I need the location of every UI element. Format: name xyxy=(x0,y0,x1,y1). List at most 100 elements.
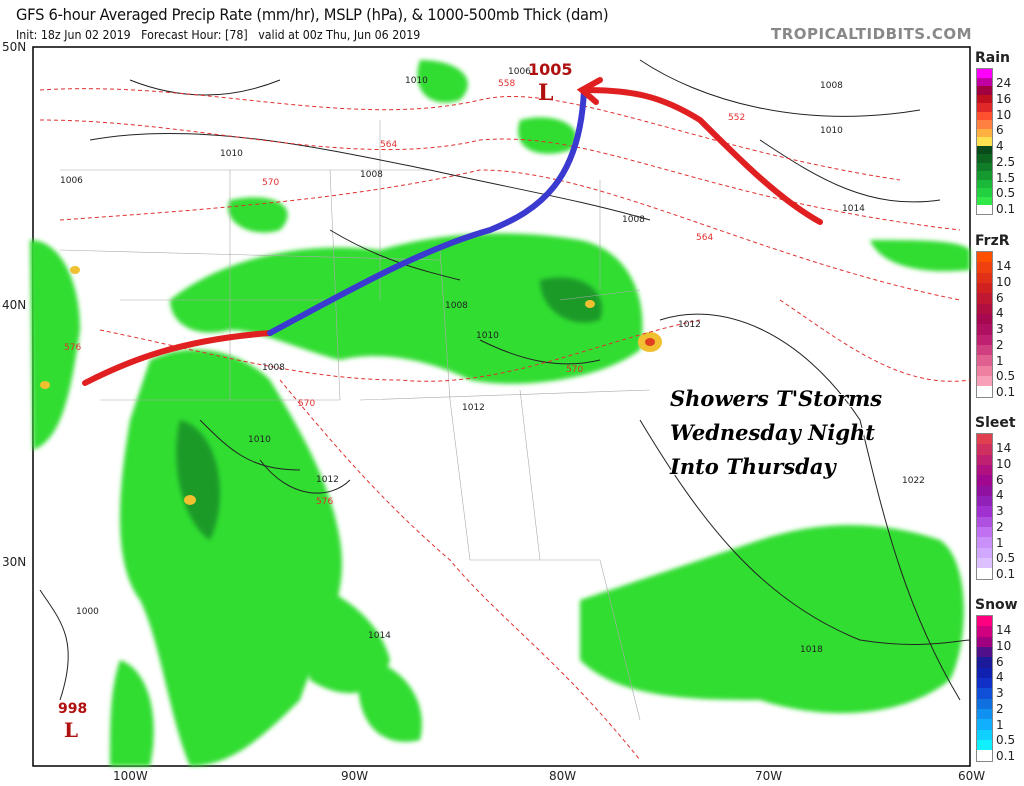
low-symbol: L xyxy=(64,718,78,742)
legend-tick-label: 2.5 xyxy=(996,154,1016,169)
legend-swatch xyxy=(976,345,993,356)
legend-colorbar: 14 10 6 4 3 2 1 0.5 0.1 xyxy=(976,251,1024,398)
legend-tick-label: 4 xyxy=(996,488,1004,503)
legend-tick-label: 16 xyxy=(996,91,1012,106)
legend-swatch xyxy=(976,128,993,138)
legend-tick-label: 0.1 xyxy=(996,749,1016,764)
brand-watermark[interactable]: TROPICALTIDBITS.COM xyxy=(771,25,972,43)
legend-swatch xyxy=(976,444,993,455)
isobar-label: 1012 xyxy=(678,320,701,330)
legend-tick-label: 4 xyxy=(996,139,1004,154)
legend-tick-label: 6 xyxy=(996,654,1004,669)
legend-swatch xyxy=(976,251,993,263)
isobar-label: 1010 xyxy=(220,149,243,159)
legend-swatch xyxy=(976,516,993,528)
legend-swatch xyxy=(976,506,993,517)
isobar-label: 1010 xyxy=(476,331,499,341)
fronts xyxy=(82,77,823,386)
legend-tick-label: 10 xyxy=(996,638,1012,653)
legend-tick-label: 10 xyxy=(996,107,1012,122)
thickness-lines xyxy=(39,88,971,761)
isobar-label: 1014 xyxy=(842,204,865,214)
thickness-label: 570 xyxy=(298,399,315,409)
legend-tick-label: 4 xyxy=(996,306,1004,321)
isobar-label: 1018 xyxy=(800,645,823,655)
warm-front xyxy=(581,87,823,225)
isobar-label: 1008 xyxy=(820,81,843,91)
legend-freezing-rain: FrzR 14 10 6 4 3 2 1 0.5 0.1 xyxy=(972,233,1024,398)
legend-rain: Rain 24 16 10 6 4 2.5 1.5 0.5 0.1 xyxy=(972,50,1024,215)
legend-tick-label: 24 xyxy=(996,76,1012,91)
annotation-line: Showers T'Storms xyxy=(670,386,883,411)
legend-tick-label: 10 xyxy=(996,456,1012,471)
legend-swatch xyxy=(976,527,993,538)
isobar-label: 1022 xyxy=(902,476,925,486)
lon-label-70w: 70W xyxy=(755,769,783,783)
precip-intense xyxy=(40,266,662,505)
legend-tick-label: 0.1 xyxy=(996,385,1016,400)
legend-swatch xyxy=(976,283,993,294)
stationary-front-west xyxy=(82,330,273,386)
isobar-label: 1008 xyxy=(262,363,285,373)
legend-tick-label: 6 xyxy=(996,123,1004,138)
legend-swatch xyxy=(976,465,993,476)
lat-label-30n: 30N xyxy=(2,555,27,569)
legend-swatch xyxy=(976,154,993,163)
legend-swatch xyxy=(976,688,993,699)
legend-swatch xyxy=(976,103,993,112)
legend-colorbar: 14 10 6 4 3 2 1 0.5 0.1 xyxy=(976,615,1024,762)
thickness-label: 564 xyxy=(696,233,713,243)
isobar-label: 1006 xyxy=(60,176,83,186)
lon-label-60w: 60W xyxy=(958,769,986,783)
legend-tick-label: 1.5 xyxy=(996,170,1016,185)
legend-tick-label: 2 xyxy=(996,701,1004,716)
legend-swatch xyxy=(976,137,993,146)
legend-tick-label: 1 xyxy=(996,353,1004,368)
legend-swatch xyxy=(976,433,993,445)
legend-swatch xyxy=(976,334,993,346)
legend-swatch xyxy=(976,386,993,398)
legend-swatch xyxy=(976,365,993,377)
legend-tick-label: 14 xyxy=(996,441,1012,456)
legend-swatch xyxy=(976,709,993,720)
legend-tick-label: 3 xyxy=(996,686,1004,701)
legend-swatch xyxy=(976,657,993,668)
legend-tick-label: 6 xyxy=(996,290,1004,305)
legend-swatch xyxy=(976,355,993,366)
legend-swatch xyxy=(976,179,993,189)
legend-swatch xyxy=(976,558,993,569)
legend-swatch xyxy=(976,196,993,206)
legend-tick-label: 2 xyxy=(996,337,1004,352)
legend-swatch xyxy=(976,77,993,87)
legend-swatch xyxy=(976,314,993,325)
legend-swatch xyxy=(976,615,993,627)
low-pressure-value: 998 xyxy=(58,701,87,717)
cold-front xyxy=(267,87,587,336)
isobar-label: 1014 xyxy=(368,631,391,641)
legend-tick-label: 1 xyxy=(996,717,1004,732)
isobars xyxy=(39,59,971,701)
legend-swatch xyxy=(976,485,993,497)
legend-swatch xyxy=(976,120,993,129)
legend-swatch xyxy=(976,293,993,304)
isobar-label: 1010 xyxy=(820,126,843,136)
precip-heavy xyxy=(176,277,602,540)
isobar-label: 1010 xyxy=(405,76,428,86)
legend-swatch xyxy=(976,205,993,215)
legend-tick-label: 2 xyxy=(996,519,1004,534)
legend-tick-label: 0.5 xyxy=(996,369,1016,384)
legend-swatch xyxy=(976,188,993,197)
legend-swatch xyxy=(976,324,993,335)
thickness-label: 576 xyxy=(64,343,81,353)
precip-areas xyxy=(30,60,970,766)
lon-label-80w: 80W xyxy=(549,769,577,783)
legend-tick-label: 0.1 xyxy=(996,202,1016,217)
annotation-line: Into Thursday xyxy=(670,454,836,479)
isobar-label: 1012 xyxy=(316,475,339,485)
legend-swatch xyxy=(976,729,993,741)
legend-tick-label: 0.5 xyxy=(996,551,1016,566)
legend-swatch xyxy=(976,537,993,548)
warm-front-arrowhead xyxy=(576,77,603,105)
legend-title: FrzR xyxy=(975,233,1010,249)
